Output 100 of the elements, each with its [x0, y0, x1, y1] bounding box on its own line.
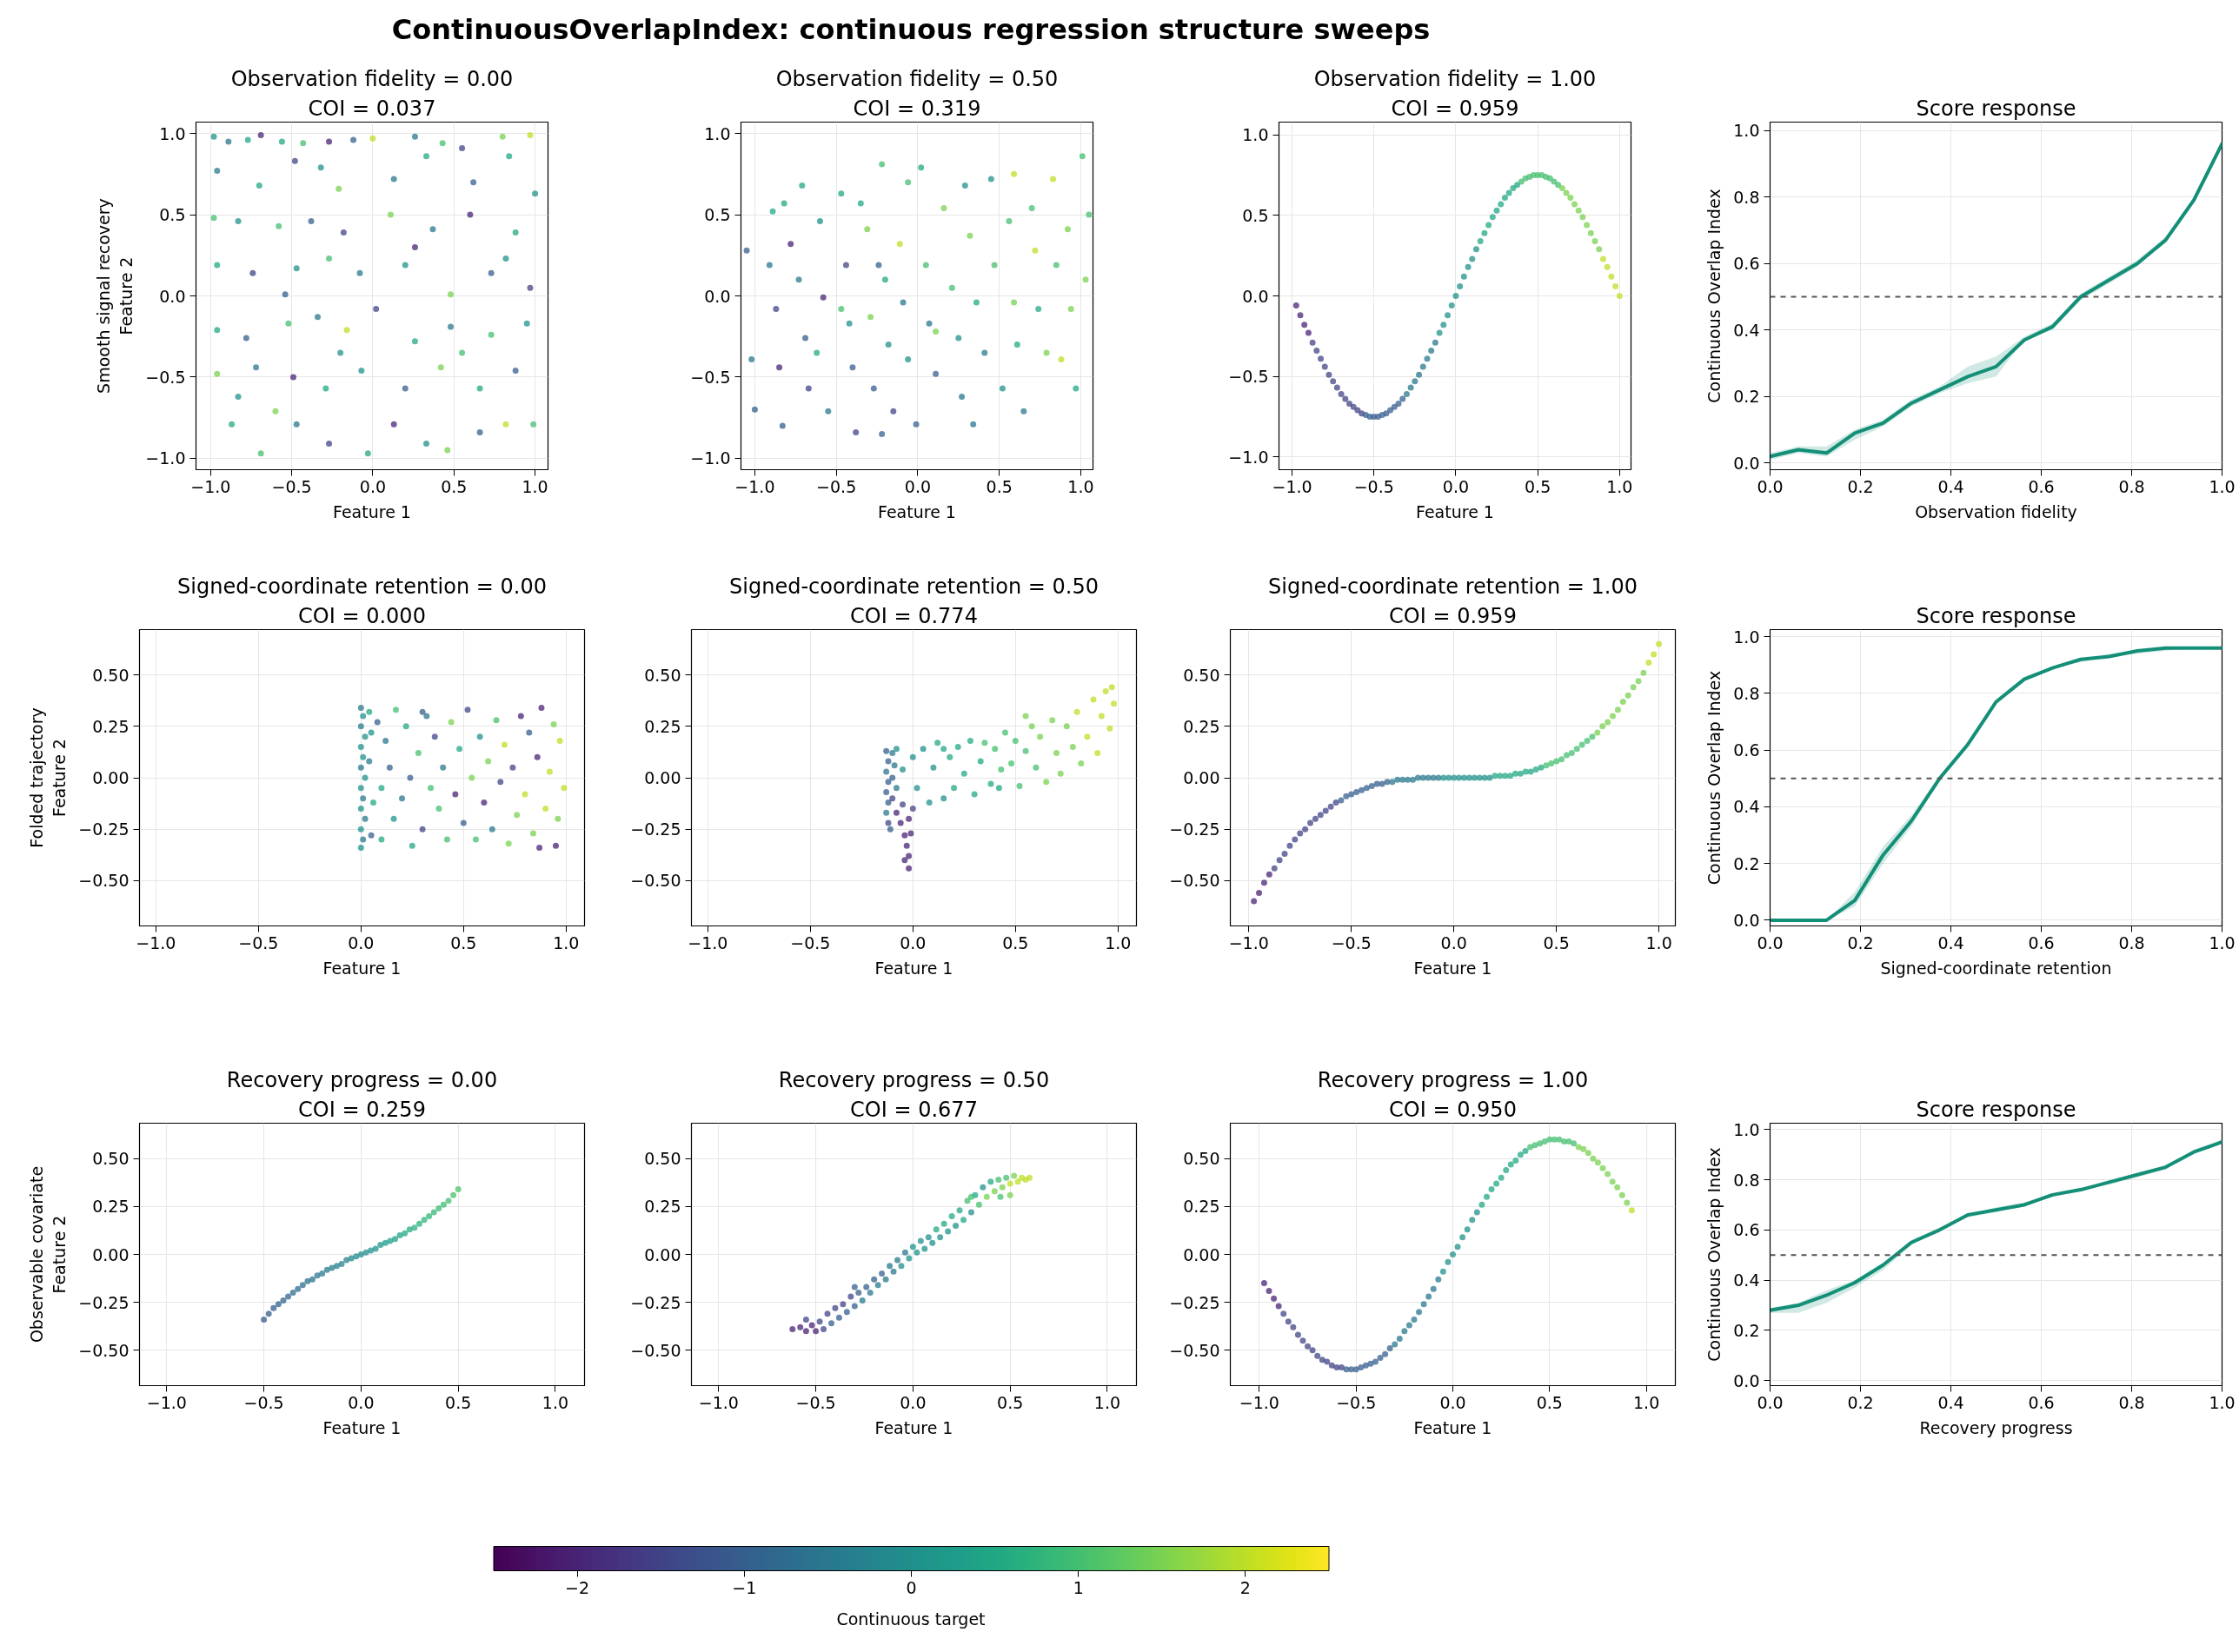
chart-title: Signed-coordinate retention = 0.00 [177, 574, 547, 599]
x-tick-label: 0.0 [359, 476, 387, 496]
x-tick-label: 0.0 [1442, 476, 1470, 496]
x-tick-label: 0.2 [1847, 932, 1874, 952]
chart-subtitle: COI = 0.959 [1389, 603, 1517, 628]
point [304, 1277, 311, 1284]
chart-subtitle: COI = 0.259 [298, 1097, 426, 1122]
point [275, 1301, 282, 1308]
y-tick-label: 0.50 [644, 1149, 681, 1169]
x-tick-label: −0.5 [1331, 932, 1372, 952]
x-axis-title: Feature 1 [1413, 958, 1492, 978]
x-tick-label: 1.0 [1606, 476, 1633, 496]
x-tick-label: 0.5 [1002, 932, 1029, 952]
y-tick-label: 0.2 [1733, 387, 1760, 407]
y-tick-label: 0.0 [159, 286, 186, 306]
y-tick-label: 0.4 [1733, 797, 1760, 817]
x-tick-label: 1.0 [1633, 1392, 1660, 1412]
x-tick-label: 0.0 [904, 476, 932, 496]
x-axis-title: Observation fidelity [1915, 501, 2077, 521]
point [377, 1241, 384, 1248]
y-tick-label: −0.25 [630, 819, 681, 839]
x-tick-label: 0.5 [441, 476, 468, 496]
y-tick-label: −0.25 [1169, 819, 1220, 839]
x-axis-title: Feature 1 [874, 958, 953, 978]
x-tick-label: −0.5 [790, 932, 831, 952]
x-tick-label: 0.4 [1937, 1392, 1964, 1412]
x-tick-label: 0.4 [1937, 932, 1964, 952]
y-tick-label: 0.4 [1733, 320, 1760, 340]
x-tick-label: 1.0 [2209, 932, 2236, 952]
x-tick-label: −0.5 [243, 1392, 284, 1412]
x-axis-title: Feature 1 [1413, 1417, 1492, 1437]
x-tick-label: 0.0 [1757, 476, 1784, 496]
y-tick-label: 0.0 [1242, 286, 1269, 306]
y-tick-label: 0.0 [1733, 453, 1760, 473]
y-tick-label: −0.50 [1169, 871, 1220, 891]
x-axis-title: Recovery progress [1919, 1417, 2073, 1437]
point [372, 1245, 379, 1252]
point [402, 1230, 409, 1237]
x-tick-label: 1.0 [1645, 932, 1672, 952]
y-tick-label: −0.25 [1169, 1292, 1220, 1312]
x-tick-label: 0.6 [2028, 932, 2055, 952]
point [323, 1266, 330, 1273]
y-tick-label: 0.50 [1183, 1149, 1220, 1169]
y-tick-label: 1.0 [1733, 121, 1760, 141]
x-tick-label: 0.2 [1847, 1392, 1874, 1412]
y-tick-label: 0.0 [1733, 1370, 1760, 1390]
y-tick-label: 0.25 [92, 716, 130, 736]
point [299, 1282, 306, 1289]
chart-title: Score response [1916, 603, 2076, 628]
x-tick-label: 0.6 [2028, 1392, 2055, 1412]
chart-title: Score response [1916, 96, 2076, 121]
y-tick-label: −0.50 [630, 1340, 681, 1360]
x-tick-label: 0.0 [900, 1392, 927, 1412]
x-tick-label: 0.0 [348, 1392, 375, 1412]
x-tick-label: 0.0 [900, 932, 927, 952]
point [382, 1239, 389, 1246]
x-tick-label: 0.5 [1543, 932, 1570, 952]
y-tick-label: 0.5 [1242, 205, 1269, 225]
chart-title: Recovery progress = 0.00 [226, 1067, 498, 1092]
point [265, 1310, 272, 1317]
point [270, 1304, 277, 1311]
y-tick-label: 0.00 [644, 1244, 681, 1264]
y-tick-label: 0.00 [1183, 768, 1220, 787]
x-axis-title: Feature 1 [333, 501, 411, 521]
y-tick-label: 1.0 [1242, 125, 1269, 145]
chart-title: Observation fidelity = 0.50 [775, 66, 1059, 91]
x-tick-label: −0.5 [1336, 1392, 1377, 1412]
point [445, 1198, 452, 1204]
y-tick-label: 1.0 [159, 123, 186, 143]
y-tick-label: −0.5 [145, 367, 186, 387]
x-tick-label: 0.5 [997, 1392, 1024, 1412]
y-axis-title: Continuous Overlap Index [1704, 189, 1724, 403]
x-tick-label: 1.0 [522, 476, 548, 496]
x-tick-label: −0.5 [1353, 476, 1394, 496]
chart-subtitle: COI = 0.950 [1389, 1097, 1517, 1122]
y-tick-label: 0.25 [1183, 716, 1220, 736]
y-tick-label: −0.25 [630, 1292, 681, 1312]
point [411, 1224, 418, 1231]
x-tick-label: −0.5 [238, 932, 279, 952]
y-tick-label: 0.5 [159, 205, 186, 225]
color-bar-label: −2 [565, 1577, 590, 1597]
point [430, 1209, 437, 1216]
chart-title: Recovery progress = 0.50 [778, 1067, 1050, 1092]
point [289, 1290, 296, 1297]
x-tick-label: 1.0 [2209, 1392, 2236, 1412]
y-tick-label: 0.50 [92, 665, 130, 685]
point [261, 1316, 268, 1323]
x-tick-label: 0.2 [1847, 476, 1874, 496]
y-tick-label: −0.50 [1169, 1340, 1220, 1360]
point [450, 1191, 457, 1198]
x-tick-label: 0.0 [1757, 1392, 1784, 1412]
y-tick-label: −0.25 [78, 1292, 130, 1312]
color-bar-label: 2 [1239, 1577, 1251, 1597]
y-tick-label: 0.8 [1733, 187, 1760, 207]
y-tick-label: 0.00 [92, 1244, 130, 1264]
x-tick-label: 0.0 [1757, 932, 1784, 952]
point [392, 1236, 399, 1243]
x-tick-label: 0.8 [2118, 932, 2145, 952]
chart-title: Observation fidelity = 0.00 [230, 66, 514, 91]
chart-title: Observation fidelity = 1.00 [1313, 66, 1597, 91]
